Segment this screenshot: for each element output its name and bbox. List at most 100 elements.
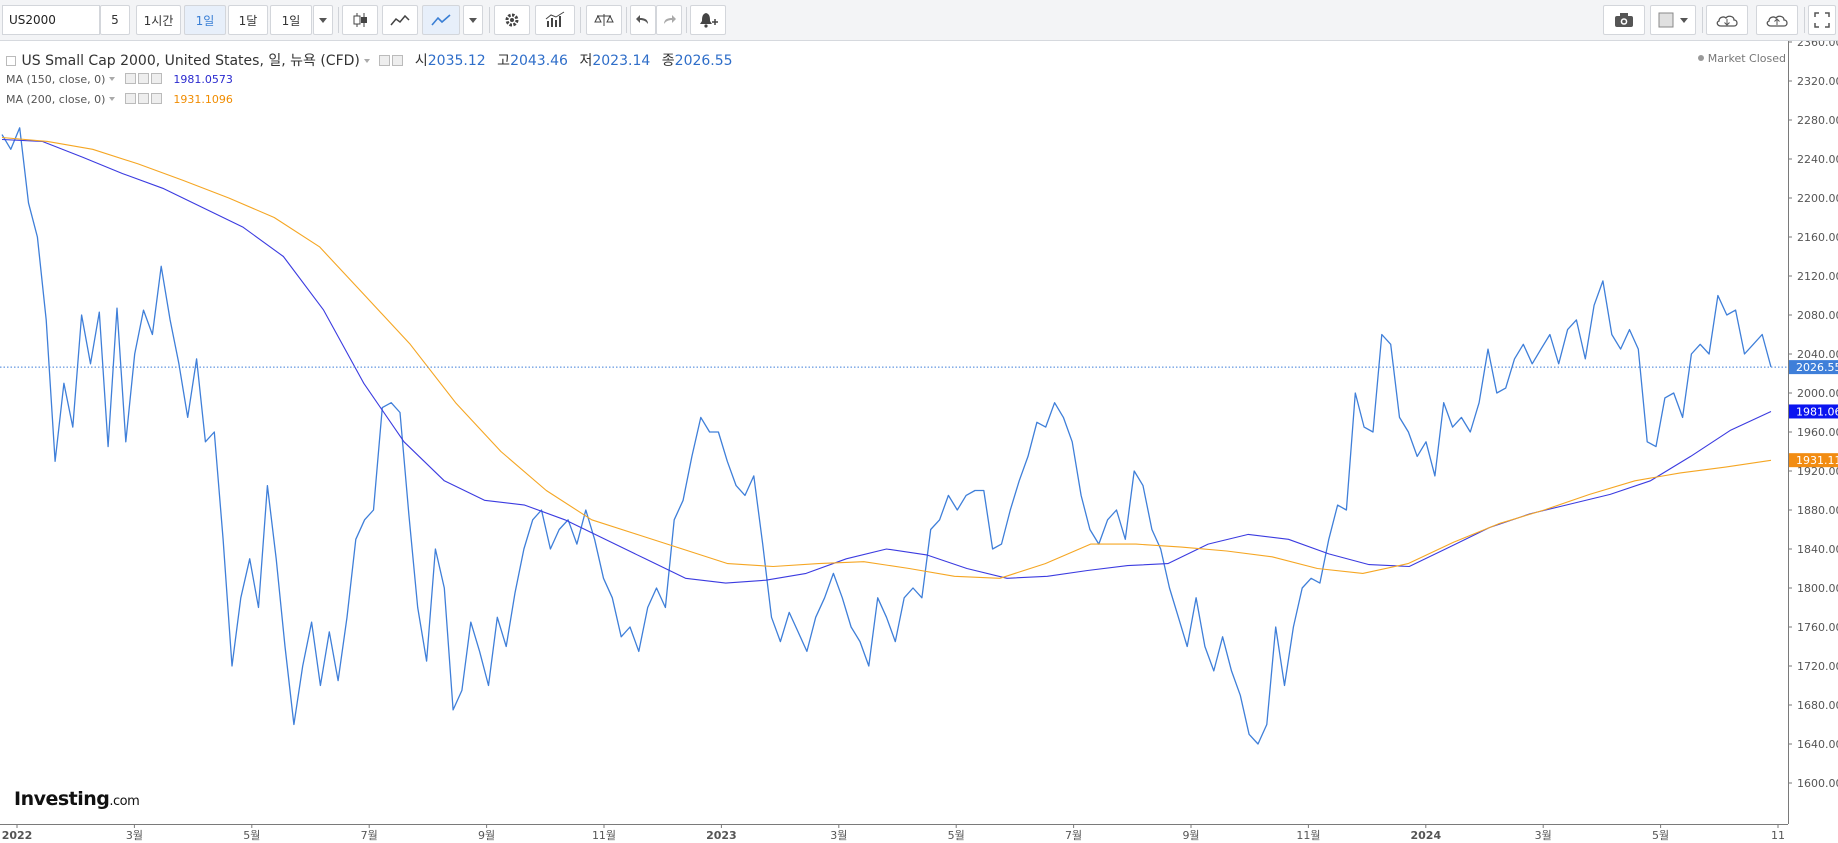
scales-icon xyxy=(594,14,614,26)
redo-button[interactable] xyxy=(656,5,682,35)
settings-small-icon[interactable] xyxy=(137,73,149,84)
chevron-down-icon[interactable] xyxy=(363,59,370,63)
symbol-search-input[interactable] xyxy=(2,5,100,35)
chevron-down-icon xyxy=(469,17,477,23)
ma200-value: 1931.1096 xyxy=(173,93,233,106)
y-tick-label: 2320.00 xyxy=(1797,75,1838,88)
collapse-legend-icon[interactable] xyxy=(6,56,16,66)
y-tick-label: 2280.00 xyxy=(1797,114,1838,127)
y-tick-label: 2080.00 xyxy=(1797,309,1838,322)
ma150-legend: MA (150, close, 0) 1981.0573 xyxy=(6,73,233,86)
y-tick-label: 2240.00 xyxy=(1797,153,1838,166)
camera-icon xyxy=(1615,13,1633,27)
area-type-button[interactable] xyxy=(382,5,418,35)
high-label: 고 xyxy=(497,53,511,69)
x-tick-label: 9월 xyxy=(478,829,495,842)
alert-button[interactable] xyxy=(690,5,726,35)
template-square-icon xyxy=(1658,12,1674,28)
settings-small-icon[interactable] xyxy=(392,55,404,66)
interval-1m-label: 1달 xyxy=(238,13,258,28)
y-tick-label: 1760.00 xyxy=(1797,621,1838,634)
x-tick-label: 2023 xyxy=(706,829,737,842)
interval-1m-button[interactable]: 1달 xyxy=(228,5,268,35)
ma200-label: MA (200, close, 0) xyxy=(6,93,106,106)
close-icon[interactable] xyxy=(150,93,162,104)
chart-type-dropdown-button[interactable] xyxy=(463,5,483,35)
ma150-label: MA (150, close, 0) xyxy=(6,73,106,86)
x-tick-label: 3월 xyxy=(126,829,143,842)
x-tick-label: 5월 xyxy=(1652,829,1669,842)
settings-button[interactable] xyxy=(494,5,530,35)
save-chart-button[interactable] xyxy=(1756,5,1798,35)
eye-icon[interactable] xyxy=(124,73,136,84)
chart-canvas[interactable]: 1600.00 1640.00 1680.00 1720.00 1760.00 1800.… xyxy=(0,41,1838,843)
mountain-chart-icon xyxy=(390,14,410,26)
interval-1d-button[interactable]: 1일 xyxy=(184,5,226,35)
chevron-down-icon[interactable] xyxy=(109,77,116,81)
y-tick-label: 1640.00 xyxy=(1797,738,1838,751)
line-type-button[interactable] xyxy=(422,5,460,35)
x-tick-label: 3월 xyxy=(830,829,847,842)
y-tick-label: 1720.00 xyxy=(1797,660,1838,673)
close-label: 종 xyxy=(661,53,675,69)
close-icon[interactable] xyxy=(150,73,162,84)
y-tick-label: 2000.00 xyxy=(1797,387,1838,400)
y-tick-label: 2200.00 xyxy=(1797,192,1838,205)
settings-small-icon[interactable] xyxy=(137,93,149,104)
price-series-line xyxy=(1,127,1772,745)
interval-custom-button[interactable]: 1일 xyxy=(270,5,312,35)
cloud-upload-icon xyxy=(1766,15,1788,27)
low-label: 저 xyxy=(579,53,593,69)
chevron-down-icon xyxy=(319,17,327,23)
indicators-icon xyxy=(545,11,565,27)
x-tick-label: 3월 xyxy=(1535,829,1552,842)
logo-main: Investing xyxy=(14,788,110,810)
open-value: 2035.12 xyxy=(427,53,486,69)
chevron-down-icon xyxy=(1680,17,1688,23)
indicators-button[interactable] xyxy=(535,5,575,35)
high-value: 2043.46 xyxy=(510,53,568,69)
eye-icon[interactable] xyxy=(379,55,391,66)
ma150-value: 1981.0573 xyxy=(173,73,233,86)
load-chart-button[interactable] xyxy=(1706,5,1748,35)
candlestick-icon xyxy=(353,13,367,27)
line-chart-icon xyxy=(431,14,451,26)
status-dot-icon xyxy=(1697,55,1704,61)
ma150-series-line xyxy=(1,138,1772,584)
market-status: Market Closed xyxy=(1697,52,1786,65)
eye-icon[interactable] xyxy=(124,93,136,104)
low-value: 2023.14 xyxy=(592,53,651,69)
interval-1d-label: 1일 xyxy=(195,13,215,28)
template-button[interactable] xyxy=(1650,5,1696,35)
y-tick-label: 1880.00 xyxy=(1797,504,1838,517)
chevron-down-icon[interactable] xyxy=(109,97,116,101)
ma200-badge xyxy=(1789,453,1838,468)
ma150-badge-label: 1981.06 xyxy=(1796,405,1838,418)
undo-icon xyxy=(636,15,648,24)
last-price-badge xyxy=(1789,360,1838,375)
compare-button[interactable] xyxy=(586,5,622,35)
y-tick-label: 1840.00 xyxy=(1797,543,1838,556)
x-tick-label: 7월 xyxy=(1065,829,1082,842)
snapshot-button[interactable] xyxy=(1603,5,1645,35)
undo-button[interactable] xyxy=(630,5,656,35)
cloud-download-icon xyxy=(1716,15,1738,27)
interval-1h-button[interactable]: 1시간 xyxy=(136,5,181,35)
y-tick-label: 2160.00 xyxy=(1797,231,1838,244)
market-status-text: Market Closed xyxy=(1707,52,1786,65)
ma200-legend: MA (200, close, 0) 1931.1096 xyxy=(6,93,233,106)
candlestick-type-button[interactable] xyxy=(342,5,378,35)
gear-icon xyxy=(505,13,519,27)
x-tick-label: 7월 xyxy=(361,829,378,842)
x-tick-label: 5월 xyxy=(243,829,260,842)
interval-dropdown-button[interactable] xyxy=(313,5,333,35)
y-tick-label: 2120.00 xyxy=(1797,270,1838,283)
fullscreen-button[interactable] xyxy=(1808,5,1836,35)
main-legend: US Small Cap 2000, United States, 일, 뉴욕 … xyxy=(6,50,733,70)
x-tick-label: 2022 xyxy=(2,829,33,842)
y-tick-label: 1920.00 xyxy=(1797,465,1838,478)
interval-5-button[interactable]: 5 xyxy=(100,5,130,35)
y-tick-label: 1600.00 xyxy=(1797,777,1838,790)
investing-logo: Investing.com xyxy=(14,788,140,810)
